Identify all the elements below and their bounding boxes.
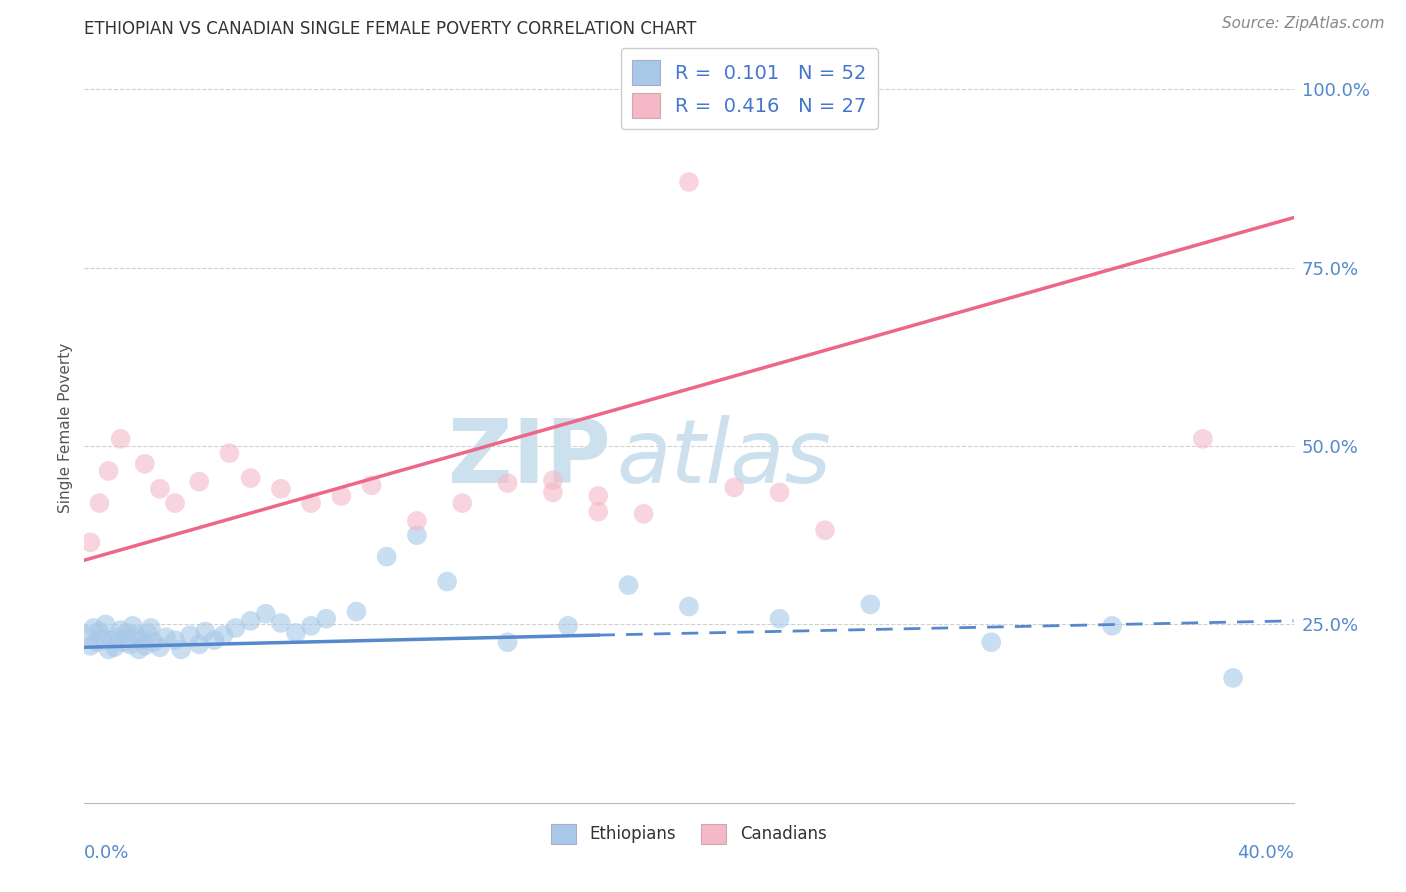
Point <box>406 528 429 542</box>
Point <box>142 635 165 649</box>
Point <box>633 507 655 521</box>
Text: 0.0%: 0.0% <box>84 844 129 862</box>
Point <box>299 496 322 510</box>
Point <box>239 614 262 628</box>
Point <box>165 496 187 510</box>
Point <box>436 574 458 589</box>
Point <box>86 635 108 649</box>
Point <box>1101 619 1123 633</box>
Point <box>496 476 519 491</box>
Point <box>188 637 211 651</box>
Point <box>134 639 156 653</box>
Point <box>1222 671 1244 685</box>
Point <box>541 485 564 500</box>
Point <box>100 633 122 648</box>
Point <box>110 623 132 637</box>
Point <box>375 549 398 564</box>
Point <box>360 478 382 492</box>
Point <box>678 599 700 614</box>
Point <box>149 640 172 655</box>
Point <box>406 514 429 528</box>
Point <box>97 464 120 478</box>
Point <box>165 633 187 648</box>
Point <box>270 615 292 630</box>
Point <box>94 617 117 632</box>
Text: ETHIOPIAN VS CANADIAN SINGLE FEMALE POVERTY CORRELATION CHART: ETHIOPIAN VS CANADIAN SINGLE FEMALE POVE… <box>84 21 697 38</box>
Point <box>299 619 322 633</box>
Point <box>859 598 882 612</box>
Point <box>118 637 141 651</box>
Point <box>194 624 217 639</box>
Point <box>254 607 277 621</box>
Legend: Ethiopians, Canadians: Ethiopians, Canadians <box>544 817 834 851</box>
Point <box>115 626 138 640</box>
Point <box>131 633 153 648</box>
Point <box>121 619 143 633</box>
Point <box>170 642 193 657</box>
Text: 40.0%: 40.0% <box>1237 844 1294 862</box>
Point <box>107 630 129 644</box>
Point <box>557 619 579 633</box>
Point <box>179 628 201 642</box>
Point <box>125 628 148 642</box>
Point <box>91 632 114 646</box>
Point <box>97 642 120 657</box>
Point <box>769 485 792 500</box>
Point <box>139 621 162 635</box>
Point <box>541 473 564 487</box>
Point <box>496 635 519 649</box>
Point <box>225 621 247 635</box>
Point <box>769 612 792 626</box>
Text: Source: ZipAtlas.com: Source: ZipAtlas.com <box>1222 16 1385 31</box>
Point <box>112 635 135 649</box>
Point <box>79 535 101 549</box>
Point <box>110 432 132 446</box>
Point <box>134 457 156 471</box>
Point <box>136 626 159 640</box>
Point <box>814 523 837 537</box>
Y-axis label: Single Female Poverty: Single Female Poverty <box>58 343 73 513</box>
Point <box>128 642 150 657</box>
Text: atlas: atlas <box>616 415 831 501</box>
Point <box>270 482 292 496</box>
Point <box>451 496 474 510</box>
Point <box>218 446 240 460</box>
Point <box>678 175 700 189</box>
Point <box>89 624 111 639</box>
Point <box>346 605 368 619</box>
Point <box>330 489 353 503</box>
Point <box>188 475 211 489</box>
Point <box>617 578 640 592</box>
Point <box>149 482 172 496</box>
Point <box>212 628 235 642</box>
Point <box>239 471 262 485</box>
Point <box>1192 432 1215 446</box>
Point <box>285 626 308 640</box>
Point <box>104 640 127 655</box>
Point <box>202 633 225 648</box>
Point <box>315 612 337 626</box>
Point <box>588 489 610 503</box>
Point <box>82 621 104 635</box>
Point <box>588 505 610 519</box>
Point <box>980 635 1002 649</box>
Point <box>79 639 101 653</box>
Text: ZIP: ZIP <box>447 415 610 501</box>
Point <box>76 628 98 642</box>
Point <box>89 496 111 510</box>
Point <box>155 630 177 644</box>
Point <box>723 480 745 494</box>
